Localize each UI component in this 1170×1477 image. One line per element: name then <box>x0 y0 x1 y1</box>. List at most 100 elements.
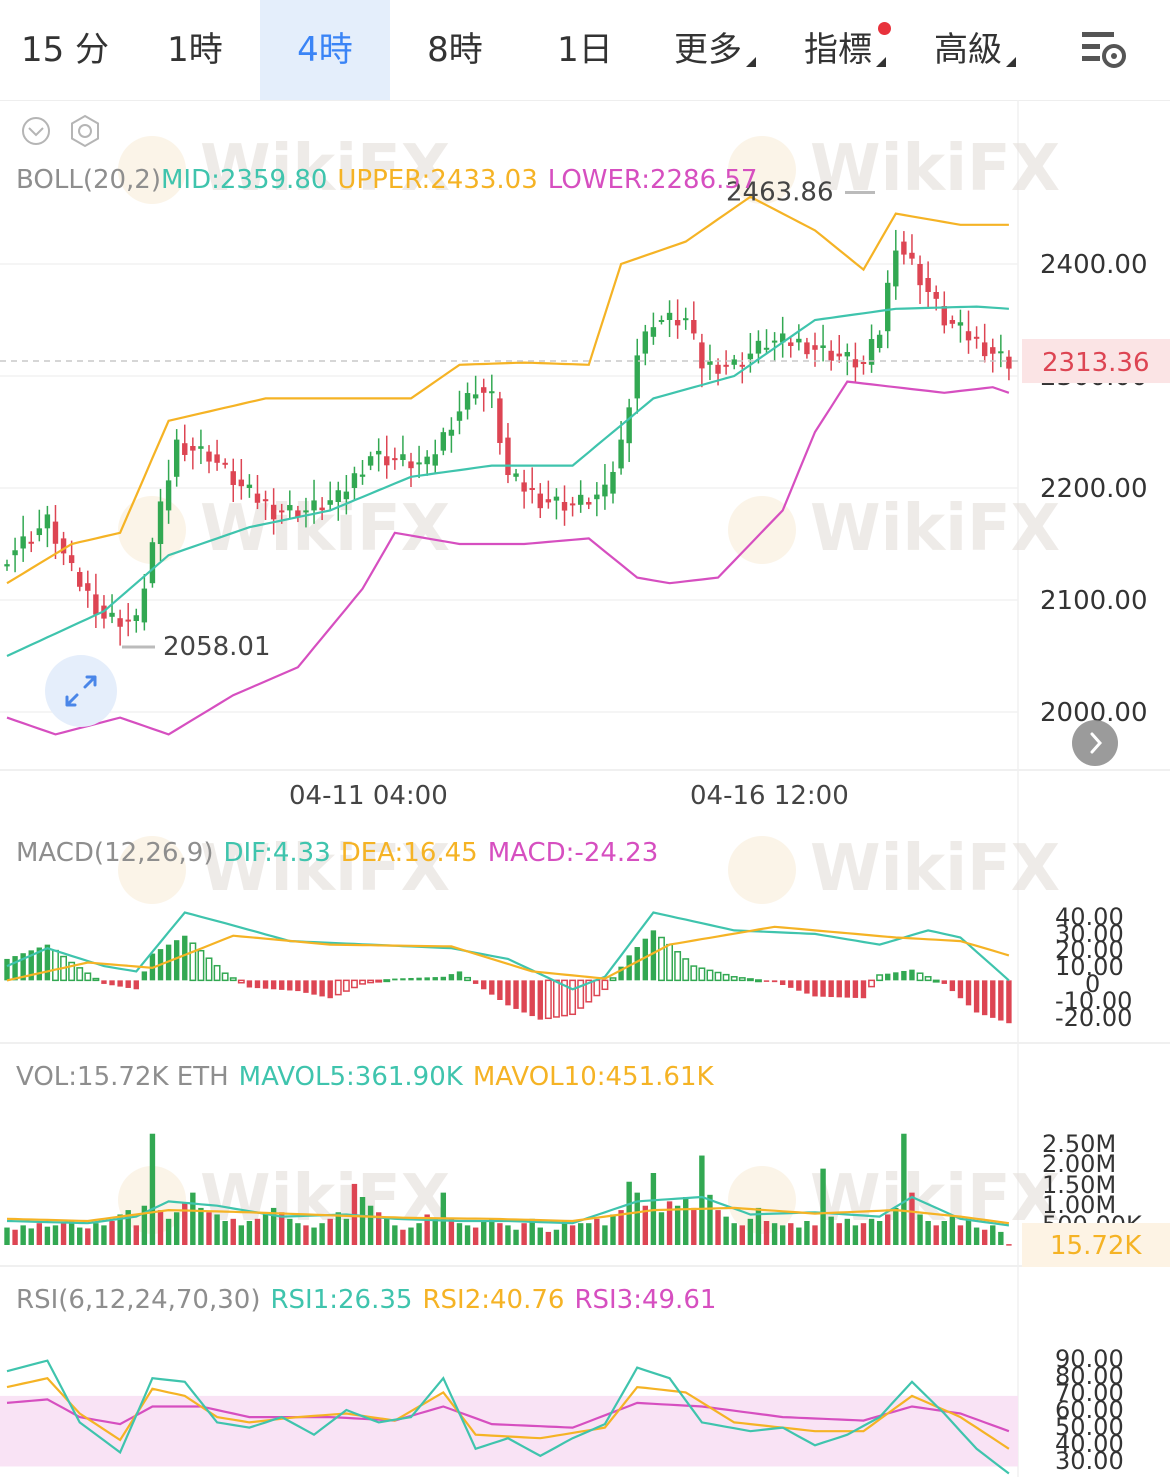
volume-bar <box>287 1218 293 1245</box>
tab-1[interactable]: 1時 <box>150 0 240 100</box>
candle-body <box>182 443 188 455</box>
watermark-text: WikiFX <box>810 132 1060 206</box>
macd-histogram-bar <box>424 977 430 981</box>
macd-histogram-bar <box>577 979 585 1009</box>
volume-bar <box>763 1221 770 1245</box>
candle-body <box>303 510 309 513</box>
macd-histogram-bar <box>197 949 205 982</box>
macd-histogram-bar <box>229 977 237 982</box>
scroll-right-button[interactable] <box>1072 720 1118 770</box>
macd-histogram-bar <box>658 936 665 982</box>
candle-body <box>586 502 592 505</box>
candle-body <box>432 454 438 466</box>
rsi-rsi2: RSI2:40.76 <box>422 1285 565 1315</box>
rsi1-line <box>6 1359 1010 1475</box>
fullscreen-button[interactable] <box>45 655 117 731</box>
candle-body <box>513 473 519 477</box>
volume-bar <box>505 1225 511 1245</box>
volume-bar <box>812 1225 818 1245</box>
notification-dot <box>878 22 891 35</box>
macd-histogram-bar <box>319 980 325 997</box>
macd-histogram-bar <box>4 958 10 981</box>
candle-body <box>521 482 527 492</box>
macd-histogram-bar <box>909 969 915 981</box>
tab-0[interactable]: 15 分 <box>20 0 110 100</box>
macd-histogram-bar <box>262 980 269 989</box>
tab-2[interactable]: 4時 <box>260 0 390 100</box>
macd-histogram-bar <box>812 980 818 997</box>
candle-body <box>157 501 164 544</box>
indicator-settings-icon[interactable] <box>68 114 102 152</box>
volume-bar <box>12 1229 18 1245</box>
volume-bar <box>909 1192 915 1245</box>
vol-mavol10: MAVOL10:451.61K <box>472 1062 714 1092</box>
volume-bar <box>497 1223 503 1245</box>
volume-bar <box>715 1210 721 1245</box>
boll-upper: UPPER:2433.03 <box>337 165 538 195</box>
candle-body <box>949 320 956 324</box>
dropdown-caret-icon <box>876 57 886 67</box>
candle-body <box>998 351 1004 354</box>
macd-histogram-bar <box>916 972 924 982</box>
tab-5[interactable]: 更多 <box>660 0 770 100</box>
watermark-logo <box>118 836 186 904</box>
macd-tick-label: -10.00 <box>1055 987 1132 1015</box>
volume-bar <box>77 1227 83 1245</box>
candle-body <box>254 493 261 503</box>
macd-histogram-bar <box>998 980 1004 1021</box>
macd-histogram-bar <box>666 943 674 982</box>
macd-histogram-bar <box>213 964 221 982</box>
candle-body <box>505 437 511 476</box>
macd-histogram-bar <box>513 980 519 1009</box>
watermark-logo <box>728 1166 796 1234</box>
volume-bar <box>101 1225 107 1245</box>
candle-body <box>561 502 568 511</box>
volume-bar <box>343 1218 350 1245</box>
volume-bar <box>537 1227 543 1245</box>
macd-histogram-bar <box>375 979 383 983</box>
candle-body <box>836 353 842 357</box>
candle-body <box>173 439 180 477</box>
candle-body <box>400 454 406 460</box>
candle-body <box>973 336 980 339</box>
volume-bar <box>836 1223 842 1245</box>
boll-upper-line <box>6 195 1009 585</box>
candle-body <box>658 320 665 322</box>
volume-bar <box>513 1229 519 1245</box>
volume-bar <box>198 1207 204 1245</box>
tab-4[interactable]: 1日 <box>540 0 630 100</box>
volume-bar <box>109 1221 115 1245</box>
candle-body <box>666 312 673 320</box>
volume-bar <box>691 1207 697 1245</box>
candle-body <box>190 446 196 451</box>
collapse-chevron-icon[interactable] <box>20 115 52 151</box>
volume-bar <box>634 1192 640 1245</box>
volume-bar <box>885 1214 891 1245</box>
watermark-text: WikiFX <box>200 132 450 206</box>
macd-dif: DIF:4.33 <box>223 838 331 868</box>
macd-histogram-bar <box>342 979 350 992</box>
candle-body <box>497 398 503 443</box>
candle-body <box>230 471 236 485</box>
macd-histogram-bar <box>820 980 826 997</box>
rsi-tick-label: 60.00 <box>1055 1396 1124 1424</box>
current-volume-tag <box>1022 1223 1170 1267</box>
volume-bar <box>190 1192 196 1245</box>
watermark-logo <box>728 496 796 564</box>
tab-7[interactable]: 高級 <box>920 0 1030 100</box>
candle-body <box>731 359 737 365</box>
macd-tick-label: 0 <box>1085 970 1100 998</box>
tab-3[interactable]: 8時 <box>410 0 500 100</box>
macd-histogram-bar <box>182 935 188 981</box>
candle-body <box>755 340 762 354</box>
tab-6[interactable]: 指標 <box>790 0 900 100</box>
macd-tick-label: 30.00 <box>1055 920 1124 948</box>
volume-bar <box>327 1218 333 1245</box>
candle-body <box>327 500 333 505</box>
vol-tick-label: 2.50M <box>1042 1130 1116 1158</box>
candle-body <box>149 542 156 584</box>
macd-histogram-bar <box>1006 980 1012 1024</box>
volume-bar <box>747 1218 754 1245</box>
chart-settings-icon[interactable] <box>1080 28 1130 72</box>
macd-histogram-bar <box>932 979 940 983</box>
